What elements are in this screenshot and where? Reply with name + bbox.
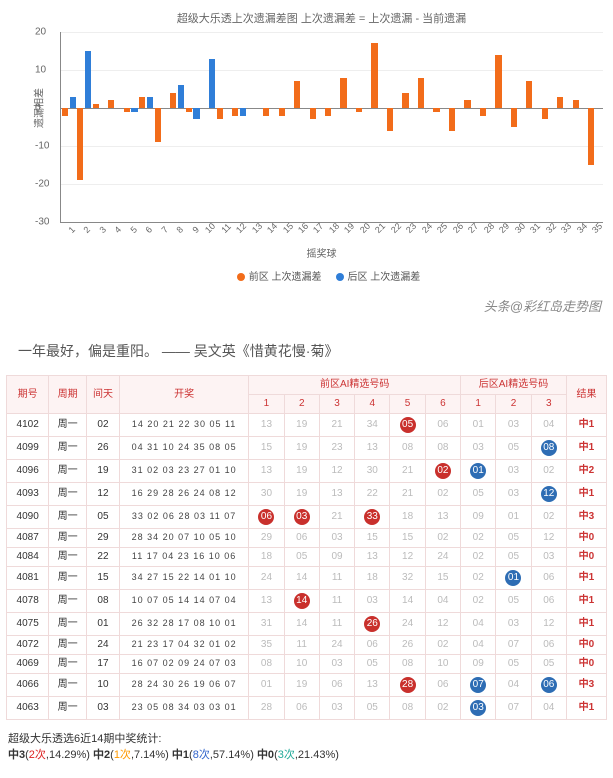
chart-xlabel: 摇奖球 — [40, 245, 603, 260]
stats-title: 超级大乐透选6近14期中奖统计: — [8, 730, 605, 746]
watermark-text: 头条@彩红岛走势图 — [484, 296, 601, 315]
chart-title: 超级大乐透上次遗漏差图 上次遗漏差 = 上次遗漏 - 当前遗漏 — [40, 10, 603, 26]
stats-line: 中3(2次,14.29%) 中2(1次,7.14%) 中1(8次,57.14%)… — [8, 746, 605, 762]
hit-stats: 超级大乐透选6近14期中奖统计: 中3(2次,14.29%) 中2(1次,7.1… — [8, 730, 605, 762]
poetry-quote: 一年最好，偏是重阳。 —— 吴文英《惜黄花慢·菊》 — [18, 341, 595, 361]
chart-plot-area: -30-20-100102012345678910111213141516171… — [60, 32, 603, 223]
missing-diff-chart: 超级大乐透上次遗漏差图 上次遗漏差 = 上次遗漏 - 当前遗漏 遗漏相差 -30… — [0, 0, 613, 323]
ai-picks-table: 期号周期间天开奖前区AI精选号码后区AI精选号码结果1234561234102周… — [0, 375, 613, 720]
chart-legend: 前区 上次遗漏差后区 上次遗漏差 — [40, 268, 603, 283]
